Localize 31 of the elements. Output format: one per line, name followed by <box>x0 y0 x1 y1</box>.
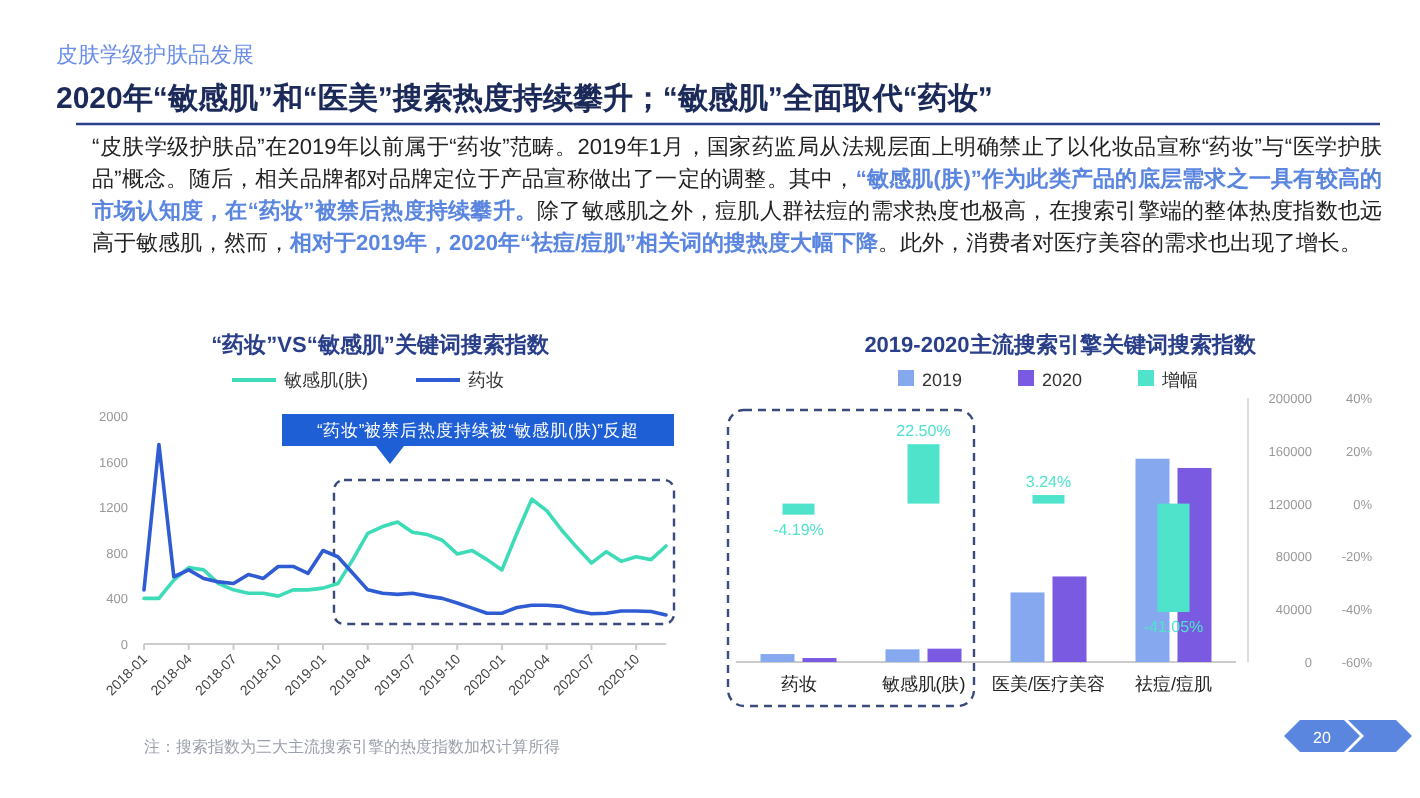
x-tick-label: 祛痘/痘肌 <box>1134 674 1213 694</box>
legend-label: 2019 <box>922 370 963 390</box>
legend-label: 2020 <box>1042 370 1083 390</box>
x-tick-label: 药妆 <box>780 674 817 694</box>
text: 皮肤学级护肤品发展 <box>56 42 254 68</box>
legend-label: 药妆 <box>468 370 504 390</box>
data-label: -4.19% <box>773 520 824 539</box>
bar <box>1052 576 1087 662</box>
bar <box>885 649 920 662</box>
legend-label: 敏感肌(肤) <box>284 370 368 390</box>
x-tick-label: 敏感肌(肤) <box>881 674 966 694</box>
line-series <box>142 442 668 617</box>
chart-title: 2019-2020主流搜索引擎关键词搜索指数 <box>864 332 1258 358</box>
annotation: “药妆”被禁后热度持续被“敏感肌(肤)”反超 <box>317 420 639 440</box>
legend-label: 增幅 <box>1160 370 1198 390</box>
bar <box>760 654 795 662</box>
data-label: -41.05% <box>1143 617 1204 636</box>
text: “皮肤学级护肤品”在2019年以前属于“药妆”范畴。2019年1月，国家药监局从法规层面上明确禁止了以化妆品宣称“药妆”与“医学护肤品”概念。随后，相关品牌都对品牌定位于产品宣称做出了一定的调整。其中，“敏感肌(肤)”作为此类产品的底层需求之一具有较高的市场认知度，在“药妆”被禁后热度持续攀升。除了敏感肌之外，痘肌人群祛痘的需求热度也极高，在搜索引擎端的整体热度指数也远高于敏感肌，然而，相对于2019年，2020年“祛痘/痘肌”相关词的搜热度大幅下降。此外，消费者对医疗美容的需求也出现了增长。 <box>92 136 1383 256</box>
bar <box>1032 495 1065 504</box>
bar <box>927 648 962 662</box>
text: 注：搜索指数为三大主流搜索引擎的热度指数加权计算所得 <box>144 738 560 756</box>
bar <box>782 503 815 515</box>
text: 2020年“敏感肌”和“医美”搜索热度持续攀升；“敏感肌”全面取代“药妆” <box>56 80 993 116</box>
bar <box>907 444 940 504</box>
x-tick-label: 医美/医疗美容 <box>991 674 1106 694</box>
data-label: 3.24% <box>1025 473 1072 492</box>
data-label: 22.50% <box>896 422 951 441</box>
chart-title: “药妆”VS“敏感肌”关键词搜索指数 <box>211 332 551 358</box>
text: 20 <box>1313 729 1332 747</box>
line-series <box>142 497 668 601</box>
bar <box>1010 592 1045 662</box>
